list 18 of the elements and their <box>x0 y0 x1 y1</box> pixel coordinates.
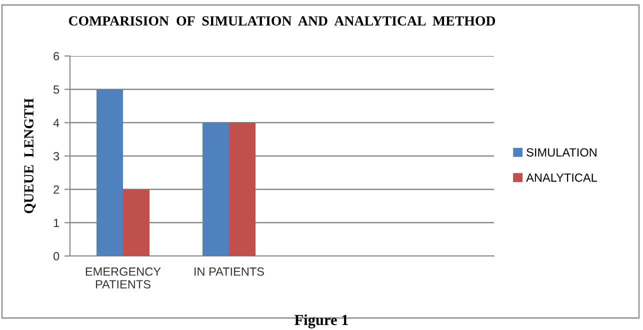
y-tick-label: 4 <box>53 118 60 127</box>
y-tick-label: 0 <box>53 252 60 260</box>
legend-label: ANALYTICAL <box>526 173 597 182</box>
y-tick-label: 3 <box>53 152 60 160</box>
caption: Figure 1 <box>294 314 348 328</box>
y-axis-title: QUEUE LENGTH <box>24 98 36 214</box>
y-tick-label: 1 <box>54 218 60 227</box>
bar <box>229 122 256 256</box>
x-tick-label: IN PATIENTS <box>194 267 264 276</box>
y-tick-label: 2 <box>54 185 59 194</box>
y-tick-label: 5 <box>53 85 60 94</box>
bar <box>123 189 150 256</box>
legend-label: SIMULATION <box>526 148 596 157</box>
bar <box>96 89 123 256</box>
x-tick-label: EMERGENCY PATIENTS <box>86 267 161 288</box>
chart-title: COMPARISION OF SIMULATION AND ANALYTICAL METHOD <box>68 16 496 26</box>
bar <box>202 122 229 256</box>
y-tick-label: 6 <box>54 52 60 60</box>
